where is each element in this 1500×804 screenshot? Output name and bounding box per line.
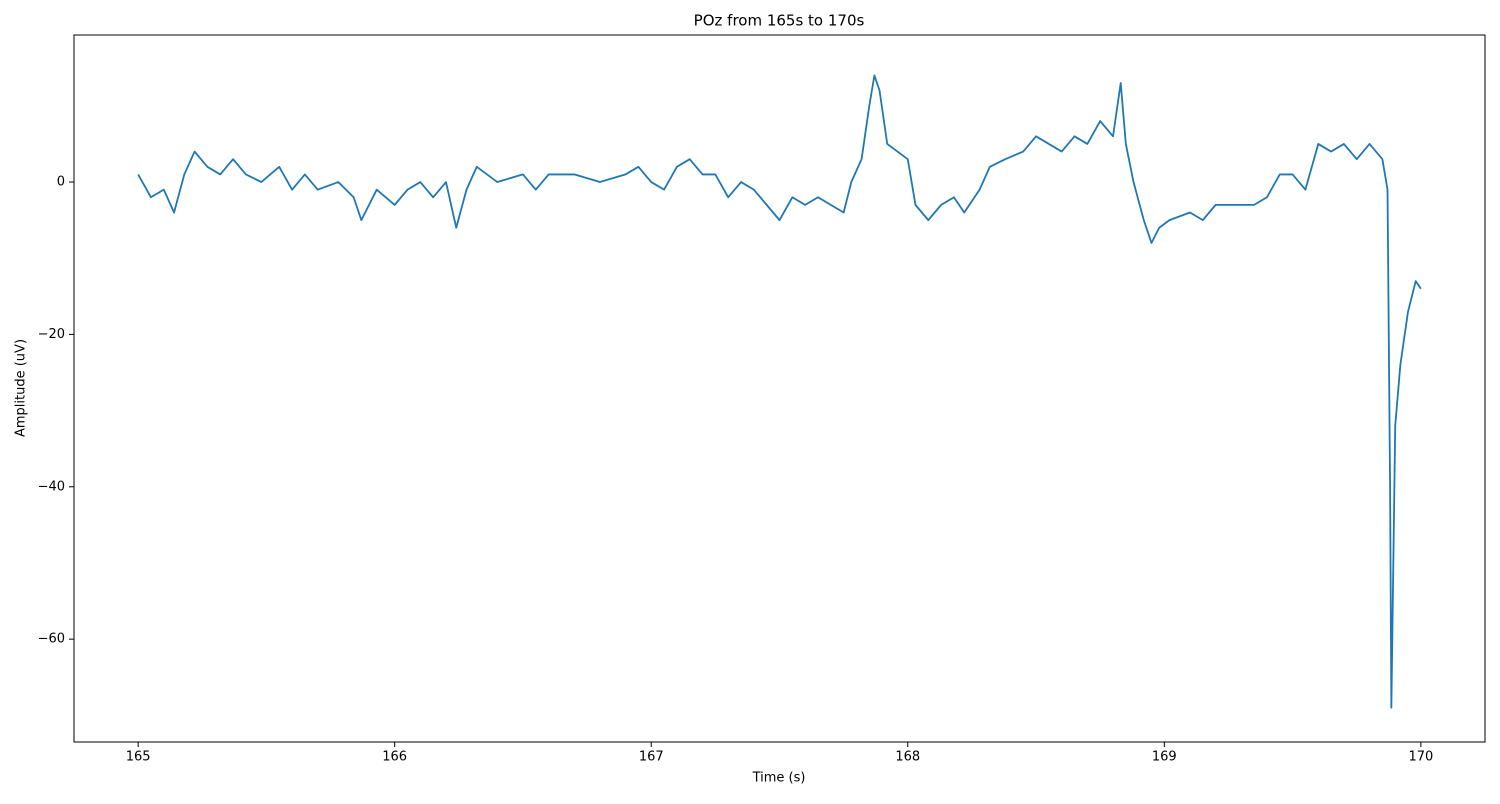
y-tick-label: −20 xyxy=(38,327,65,342)
x-tick-label: 167 xyxy=(639,750,664,765)
y-tick-label: −60 xyxy=(38,632,65,647)
y-tick-label: −40 xyxy=(38,479,65,494)
chart-title: POz from 165s to 170s xyxy=(694,12,865,30)
x-axis-label: Time (s) xyxy=(752,771,806,786)
x-tick-label: 166 xyxy=(382,750,407,765)
data-line xyxy=(137,74,1422,709)
x-tick-label: 169 xyxy=(1152,750,1177,765)
x-tick-label: 165 xyxy=(126,750,151,765)
plot-frame xyxy=(73,34,1486,743)
x-tick-label: 170 xyxy=(1408,750,1433,765)
y-tick-label: 0 xyxy=(57,175,65,190)
x-tick-label: 168 xyxy=(895,750,920,765)
y-axis-label: Amplitude (uV) xyxy=(14,339,29,437)
